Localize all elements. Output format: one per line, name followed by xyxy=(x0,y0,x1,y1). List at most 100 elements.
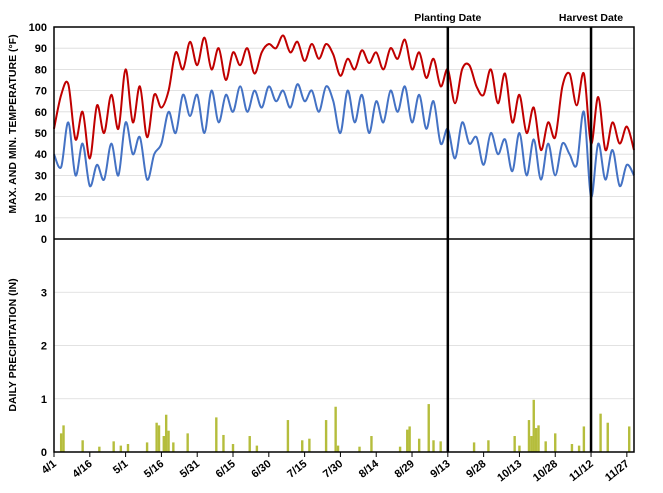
min-temperature-line xyxy=(53,83,635,198)
x-tick-label: 11/12 xyxy=(567,458,596,484)
precipitation-bar xyxy=(532,399,535,452)
precipitation-bar xyxy=(336,445,340,452)
x-tick-label: 9/28 xyxy=(464,458,488,481)
x-tick-label: 7/15 xyxy=(285,458,309,481)
precipitation-bar xyxy=(432,440,435,452)
x-tick-label: 5/1 xyxy=(111,458,130,477)
precipitation-bar xyxy=(472,442,476,452)
date-annotation-label: Planting Date xyxy=(414,12,481,24)
precipitation-bar xyxy=(248,436,251,452)
temperature-tick-label: 70 xyxy=(35,86,47,98)
precipitation-bar xyxy=(427,404,430,452)
precipitation-bar xyxy=(527,420,531,452)
precipitation-bar xyxy=(162,436,165,452)
precipitation-bar xyxy=(599,413,602,452)
temperature-tick-label: 40 xyxy=(35,149,47,161)
temperature-tick-label: 20 xyxy=(35,192,47,204)
date-annotation-label: Harvest Date xyxy=(559,12,623,24)
precipitation-bar xyxy=(222,434,225,452)
precipitation-bar xyxy=(334,406,337,452)
temperature-tick-label: 80 xyxy=(35,64,47,76)
temperature-tick-label: 60 xyxy=(35,107,47,119)
precipitation-bar xyxy=(534,428,538,452)
precipitation-bar xyxy=(98,446,101,452)
x-tick-label: 10/28 xyxy=(531,458,560,484)
temperature-lines xyxy=(53,34,635,198)
precipitation-bar xyxy=(628,426,631,452)
precipitation-bar xyxy=(408,426,411,452)
x-tick-label: 6/30 xyxy=(249,458,273,481)
x-tick-label: 9/13 xyxy=(428,458,452,481)
precipitation-bar xyxy=(126,444,130,452)
date-annotations: Planting Date Harvest Date xyxy=(414,12,623,24)
precipitation-bar xyxy=(215,417,218,452)
temperature-axis-label: MAX. AND MIN. TEMPERATURE (°F) xyxy=(7,34,19,213)
precipitation-bar xyxy=(554,433,557,452)
precipitation-bar xyxy=(167,430,170,452)
precipitation-tick-label: 0 xyxy=(41,447,47,459)
precipitation-bar xyxy=(157,425,161,452)
precipitation-bar xyxy=(513,436,516,452)
precipitation-bar xyxy=(544,441,547,452)
x-tick-label: 8/29 xyxy=(393,458,417,481)
precipitation-bar xyxy=(577,445,581,452)
precipitation-bar xyxy=(537,425,540,452)
precipitation-tick-label: 2 xyxy=(41,341,47,353)
precipitation-bar xyxy=(439,441,442,452)
precipitation-bar xyxy=(582,426,586,452)
precipitation-bar xyxy=(172,442,175,452)
x-tick-label: 7/30 xyxy=(321,458,345,481)
temperature-tick-label: 50 xyxy=(35,128,47,140)
precipitation-bar xyxy=(301,440,304,452)
x-tick-label: 8/14 xyxy=(357,457,382,480)
precipitation-bar xyxy=(487,440,490,452)
precipitation-bars xyxy=(59,399,631,452)
temperature-tick-label: 100 xyxy=(29,22,47,34)
precipitation-bar xyxy=(286,420,290,452)
precipitation-bar xyxy=(324,420,328,452)
precipitation-bar xyxy=(255,445,259,452)
precipitation-tick-label: 1 xyxy=(41,394,47,406)
x-tick-labels: 4/1 4/16 5/1 5/16 5/31 6/15 6/30 7/15 7/30 8/14 8/… xyxy=(39,452,632,484)
precipitation-bar xyxy=(308,438,311,452)
precipitation-bar xyxy=(112,441,115,452)
temperature-tick-label: 30 xyxy=(35,170,47,182)
precipitation-bar xyxy=(406,429,409,452)
precipitation-gridlines xyxy=(54,291,634,400)
precipitation-bar xyxy=(164,414,168,452)
temperature-tick-labels: 0 10 20 30 40 50 60 70 80 90 100 xyxy=(29,22,47,246)
precipitation-bar xyxy=(398,446,402,452)
temperature-tick-label: 0 xyxy=(41,234,47,246)
precipitation-bar xyxy=(119,445,123,452)
precipitation-bar xyxy=(62,425,65,452)
precipitation-bar xyxy=(155,422,158,452)
precipitation-tick-labels: 0 1 2 3 xyxy=(41,287,47,459)
x-tick-label: 5/16 xyxy=(142,458,166,481)
precipitation-bar xyxy=(231,444,235,452)
x-tick-label: 4/1 xyxy=(39,458,58,477)
temperature-tick-label: 10 xyxy=(35,213,47,225)
precipitation-bar xyxy=(417,438,421,452)
date-markers xyxy=(446,27,593,452)
precipitation-tick-label: 3 xyxy=(41,287,47,299)
precipitation-bar xyxy=(518,445,521,452)
precipitation-bar xyxy=(81,440,84,452)
precipitation-bar xyxy=(358,446,361,452)
precipitation-bar xyxy=(186,433,189,452)
x-tick-label: 10/13 xyxy=(495,458,524,484)
x-tick-label: 6/15 xyxy=(214,458,238,481)
precipitation-bar xyxy=(530,436,533,452)
precipitation-bar xyxy=(606,422,609,452)
precipitation-bar xyxy=(370,436,373,452)
precipitation-bar xyxy=(145,442,149,452)
x-tick-label: 5/31 xyxy=(178,458,202,481)
temperature-tick-label: 90 xyxy=(35,43,47,55)
precipitation-axis-label: DAILY PRECIPITATION (IN) xyxy=(7,278,19,411)
plot-frames xyxy=(53,26,635,453)
max-temperature-line xyxy=(53,34,635,160)
x-tick-label: 11/27 xyxy=(603,458,632,484)
precipitation-bar xyxy=(59,433,63,452)
x-tick-label: 4/16 xyxy=(70,458,94,481)
precipitation-bar xyxy=(570,444,574,452)
